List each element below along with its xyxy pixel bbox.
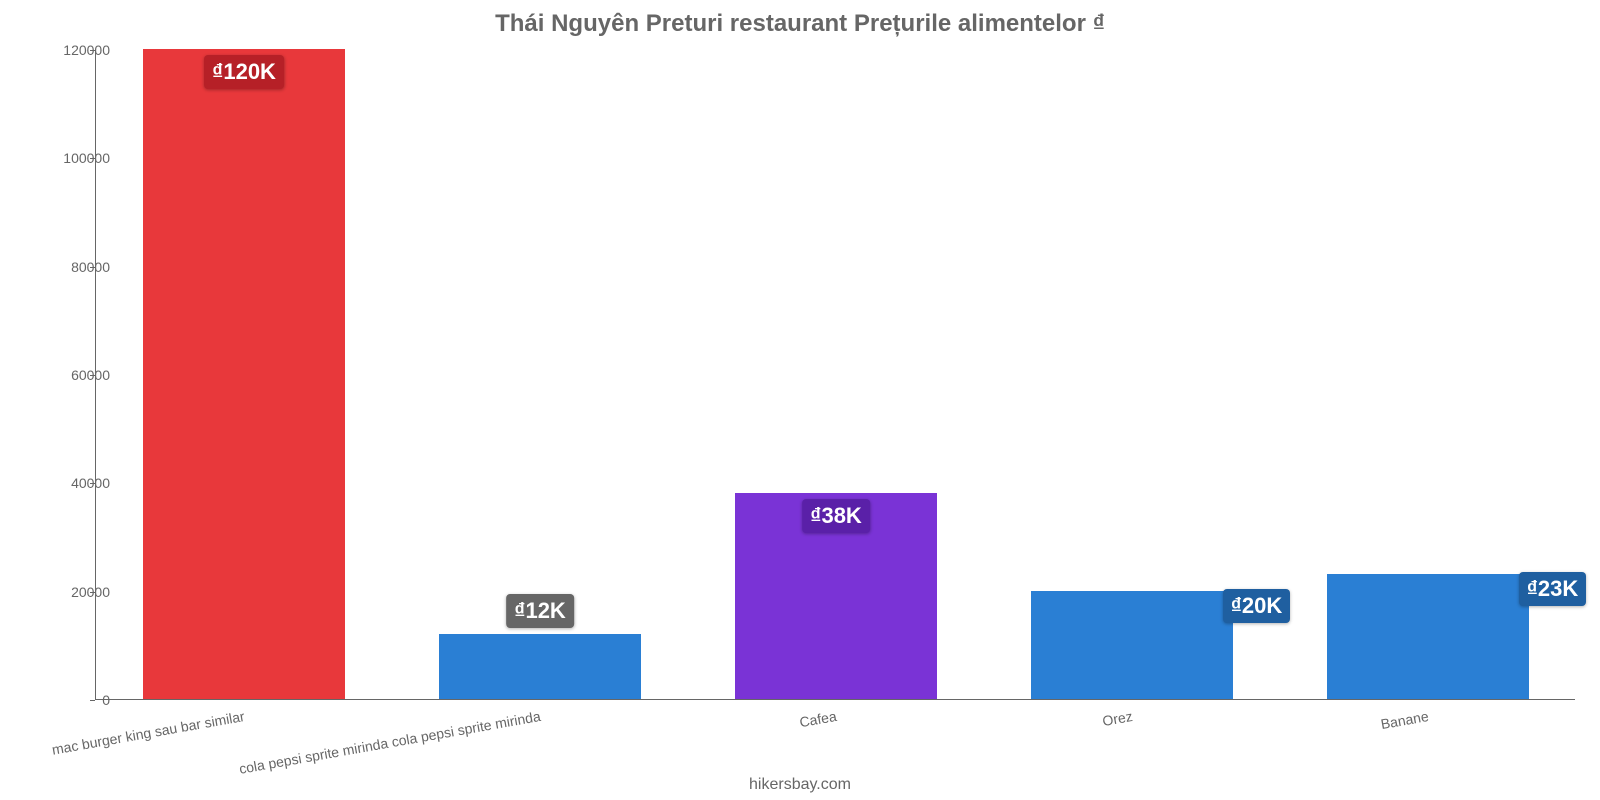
ytick-mark [90,50,95,51]
bar [439,634,640,699]
bar [1327,574,1528,699]
ytick-mark [90,158,95,159]
ytick-label: 40000 [30,475,110,491]
ytick-mark [90,700,95,701]
ytick-label: 100000 [30,150,110,166]
bar [1031,591,1232,699]
plot-area: ₫120K₫12K₫38K₫20K₫23K [95,50,1575,700]
ytick-mark [90,592,95,593]
ytick-mark [90,267,95,268]
bar-value-label: ₫120K [204,55,284,89]
ytick-label: 120000 [30,42,110,58]
bar-value-label: ₫20K [1223,589,1291,623]
chart-title: Thái Nguyên Preturi restaurant Prețurile… [0,10,1600,38]
bar-value-label: ₫23K [1519,572,1587,606]
bar-value-label: ₫12K [506,594,574,628]
ytick-label: 60000 [30,367,110,383]
bar-value-label: ₫38K [802,499,870,533]
ytick-label: 20000 [30,584,110,600]
ytick-mark [90,483,95,484]
ytick-mark [90,375,95,376]
ytick-label: 0 [30,692,110,708]
bar [143,49,344,699]
chart-container: Thái Nguyên Preturi restaurant Prețurile… [0,0,1600,800]
ytick-label: 80000 [30,259,110,275]
